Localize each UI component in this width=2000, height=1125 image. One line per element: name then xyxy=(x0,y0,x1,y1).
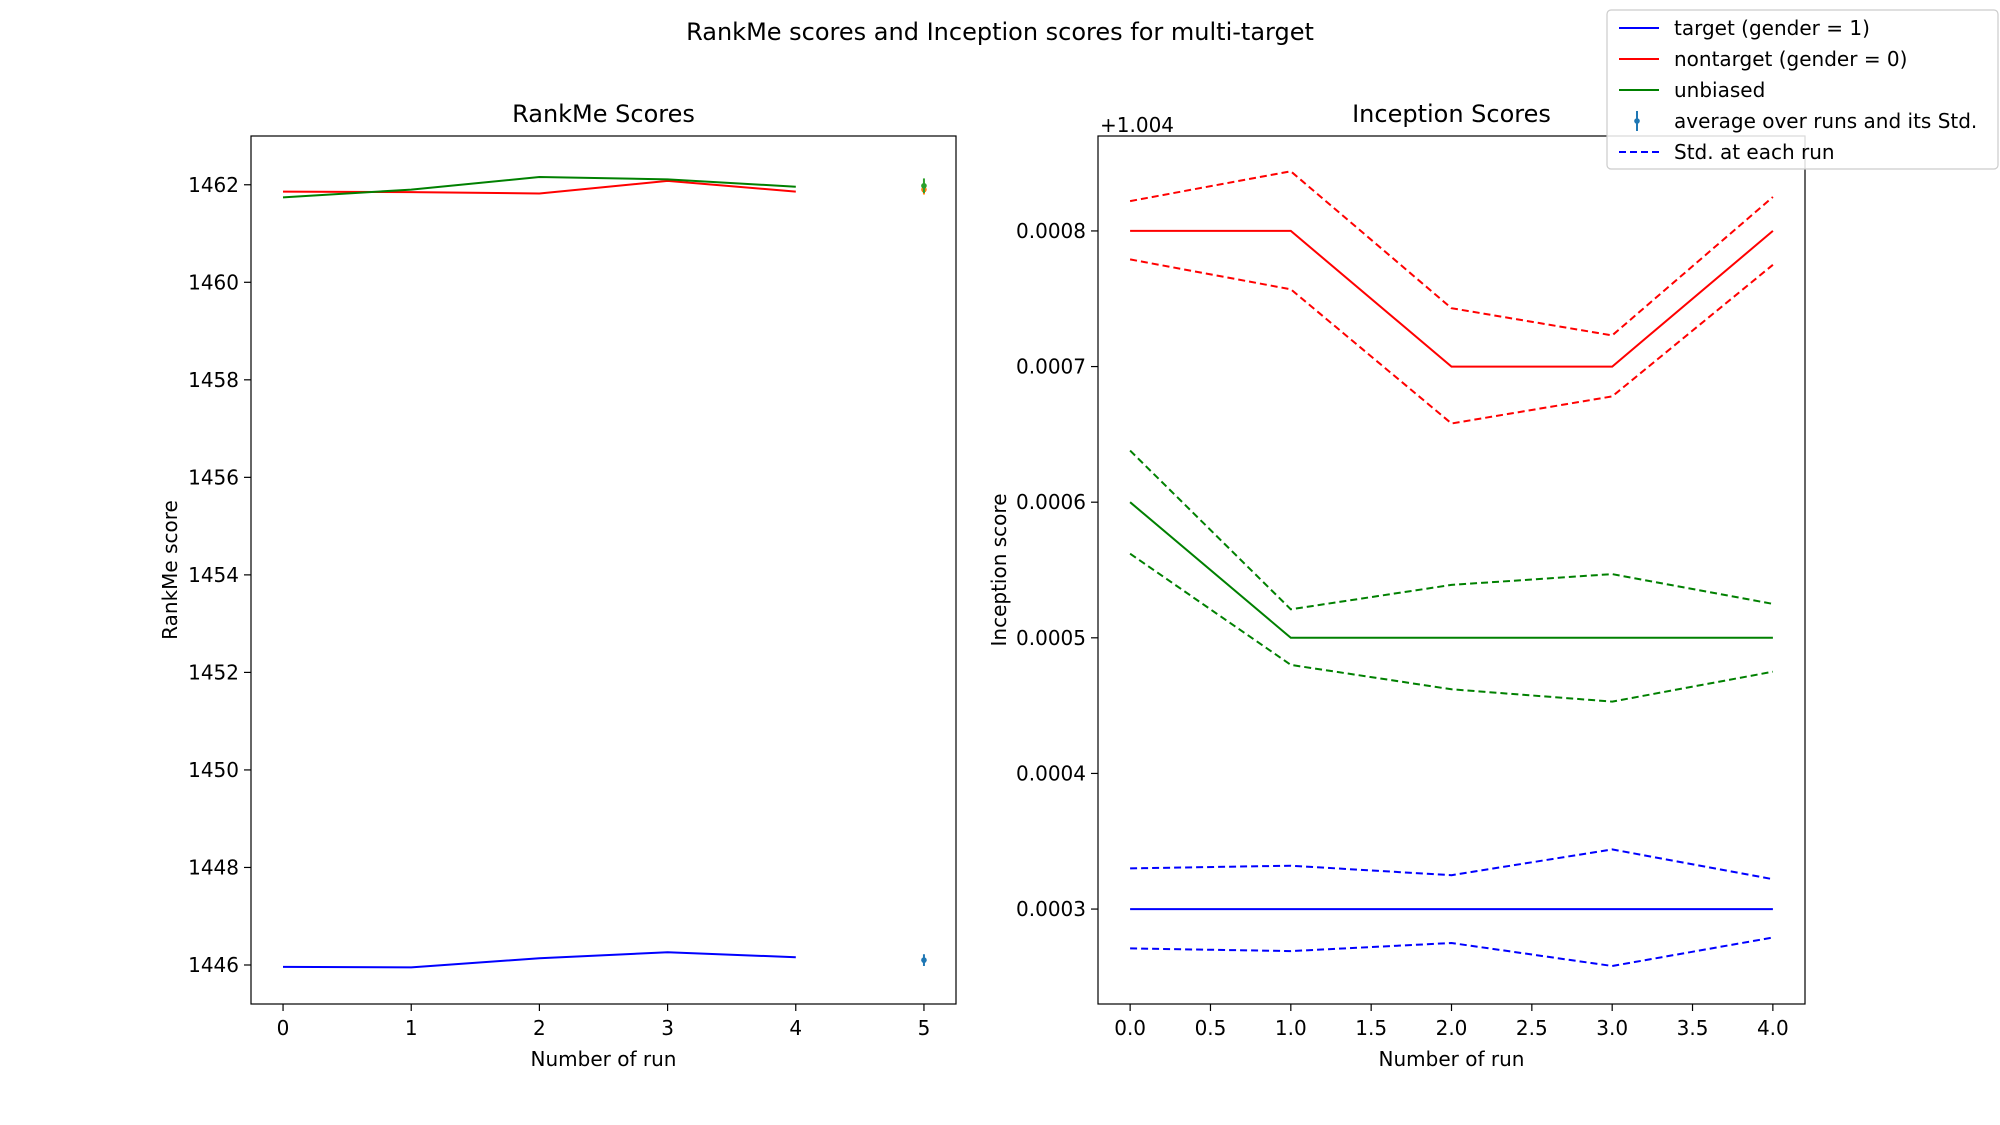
y-tick-label: 0.0004 xyxy=(1016,761,1086,785)
x-tick-label: 5 xyxy=(918,1016,931,1040)
x-tick-label: 2.0 xyxy=(1436,1016,1468,1040)
series-line-1 xyxy=(1130,848,1774,881)
y-tick-label: 0.0003 xyxy=(1016,897,1086,921)
x-tick-label: 1 xyxy=(405,1016,418,1040)
y-tick-label: 0.0007 xyxy=(1016,355,1086,379)
average-point-0 xyxy=(921,957,927,963)
x-axis-label: Number of run xyxy=(1379,1047,1525,1071)
rankme-chart: RankMe Scores 0 1 2 3 4 5 1446 1448 1450 1452 1454 1… xyxy=(158,100,957,1071)
legend-label: target (gender = 1) xyxy=(1674,16,1870,40)
x-tick-label: 0.0 xyxy=(1114,1016,1146,1040)
legend-label: Std. at each run xyxy=(1674,140,1835,164)
inception-chart: Inception Scores 0.0 0.5 1.0 1.5 2.0 2.5 3.0 3.5… xyxy=(987,100,1806,1071)
legend-label: unbiased xyxy=(1674,78,1765,102)
series-line-2 xyxy=(1130,936,1774,968)
series-line-3 xyxy=(1130,229,1774,368)
legend-entry: target (gender = 1) xyxy=(1619,16,1870,40)
series-line-2 xyxy=(282,175,796,199)
series-line-5 xyxy=(1129,258,1774,425)
x-tick-label: 4 xyxy=(789,1016,802,1040)
series-line-0 xyxy=(282,951,796,969)
legend-swatch-point xyxy=(1634,118,1640,124)
y-tick-label: 0.0006 xyxy=(1016,490,1086,514)
legend-entry: unbiased xyxy=(1619,78,1765,102)
x-tick-label: 0.5 xyxy=(1195,1016,1227,1040)
legend-entry: Std. at each run xyxy=(1619,140,1835,164)
y-tick-label: 1460 xyxy=(188,270,239,294)
chart-title: RankMe Scores xyxy=(512,100,695,128)
series-line-4 xyxy=(1129,170,1774,337)
x-tick-label: 2.5 xyxy=(1516,1016,1548,1040)
y-axis-label: Inception score xyxy=(987,494,1011,647)
y-tick-label: 1452 xyxy=(188,660,239,684)
y-tick-label: 1458 xyxy=(188,368,239,392)
y-axis-label: RankMe score xyxy=(158,500,182,640)
y-tick-label: 1456 xyxy=(188,465,239,489)
x-tick-label: 3.0 xyxy=(1596,1016,1628,1040)
average-marker-2 xyxy=(921,178,927,194)
x-axis-label: Number of run xyxy=(531,1047,677,1071)
y-tick-label: 0.0008 xyxy=(1016,219,1086,243)
y-tick-label: 1462 xyxy=(188,173,239,197)
x-tick-label: 1.5 xyxy=(1355,1016,1387,1040)
figure-title: RankMe scores and Inception scores for m… xyxy=(686,18,1314,46)
legend-label: average over runs and its Std. xyxy=(1674,109,1977,133)
series-line-6 xyxy=(1129,501,1773,639)
series-line-7 xyxy=(1129,449,1774,611)
y-tick-label: 0.0005 xyxy=(1016,626,1086,650)
legend-entry: average over runs and its Std. xyxy=(1634,109,1977,133)
x-tick-label: 3.5 xyxy=(1677,1016,1709,1040)
legend-entry: nontarget (gender = 0) xyxy=(1619,47,1907,71)
legend-box xyxy=(1606,9,1999,170)
plot-frame xyxy=(250,135,957,1005)
x-tick-label: 2 xyxy=(533,1016,546,1040)
legend-label: nontarget (gender = 0) xyxy=(1674,47,1907,71)
series-line-8 xyxy=(1129,552,1774,703)
y-tick-label: 1448 xyxy=(188,855,239,879)
chart-title: Inception Scores xyxy=(1352,100,1551,128)
x-tick-label: 3 xyxy=(661,1016,674,1040)
y-tick-label: 1446 xyxy=(188,953,239,977)
x-tick-label: 0 xyxy=(277,1016,290,1040)
average-marker-0 xyxy=(921,954,927,966)
y-tick-label: 1450 xyxy=(188,758,239,782)
plot-frame xyxy=(1097,135,1806,1005)
x-tick-label: 4.0 xyxy=(1757,1016,1789,1040)
y-tick-label: 1454 xyxy=(188,563,239,587)
axis-offset-label: +1.004 xyxy=(1100,113,1174,137)
x-tick-label: 1.0 xyxy=(1275,1016,1307,1040)
average-point-2 xyxy=(921,182,927,189)
legend: target (gender = 1) nontarget (gender = 0… xyxy=(1606,9,1999,170)
